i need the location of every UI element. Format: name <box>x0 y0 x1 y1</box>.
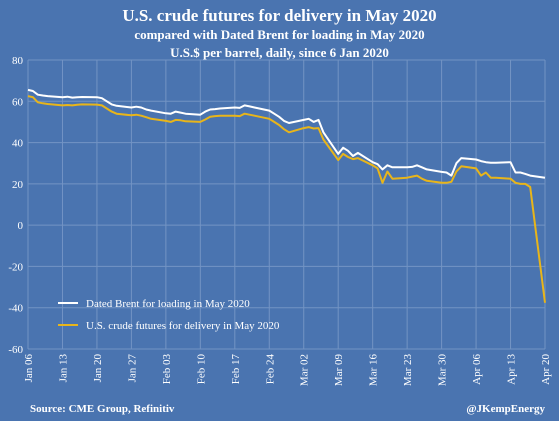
y-tick-label: 40 <box>12 138 24 150</box>
wti-series-line <box>27 95 546 303</box>
y-tick-label: -40 <box>8 303 23 315</box>
x-tick-label: Feb 03 <box>161 354 173 385</box>
chart-subtitle: compared with Dated Brent for loading in… <box>134 27 425 42</box>
x-tick-label: Jan 13 <box>57 354 69 383</box>
source-note: Source: CME Group, Refinitiv <box>30 403 175 415</box>
chart-title: U.S. crude futures for delivery in May 2… <box>122 6 437 25</box>
y-tick-label: 0 <box>18 220 24 232</box>
y-tick-label: 20 <box>12 179 24 191</box>
brent-series-line <box>27 88 546 179</box>
x-tick-label: Apr 06 <box>471 354 483 385</box>
x-tick-label: Mar 02 <box>299 354 311 386</box>
x-tick-label: Jan 20 <box>92 354 104 383</box>
x-tick-label: Apr 20 <box>540 354 552 385</box>
x-tick-label: Mar 23 <box>402 354 414 387</box>
x-tick-label: Feb 24 <box>264 354 276 385</box>
y-tick-label: 60 <box>12 96 24 108</box>
x-tick-label: Mar 30 <box>437 354 449 387</box>
author-handle: @JKempEnergy <box>466 403 545 415</box>
y-tick-label: 80 <box>12 55 24 67</box>
x-tick-label: Jan 27 <box>126 354 138 383</box>
y-tick-label: -60 <box>8 344 23 356</box>
y-tick-label: -20 <box>8 261 23 273</box>
legend-entry: Dated Brent for loading in May 2020 <box>86 298 250 310</box>
x-tick-label: Mar 16 <box>368 354 380 387</box>
chart-units-subtitle: U.S.$ per barrel, daily, since 6 Jan 202… <box>170 45 389 60</box>
x-tick-label: Feb 17 <box>230 354 242 385</box>
x-tick-label: Apr 13 <box>506 354 518 385</box>
legend-entry: U.S. crude futures for delivery in May 2… <box>86 320 280 332</box>
x-tick-label: Feb 10 <box>195 354 207 385</box>
x-tick-label: Mar 09 <box>333 354 345 387</box>
x-tick-label: Jan 06 <box>23 354 35 383</box>
